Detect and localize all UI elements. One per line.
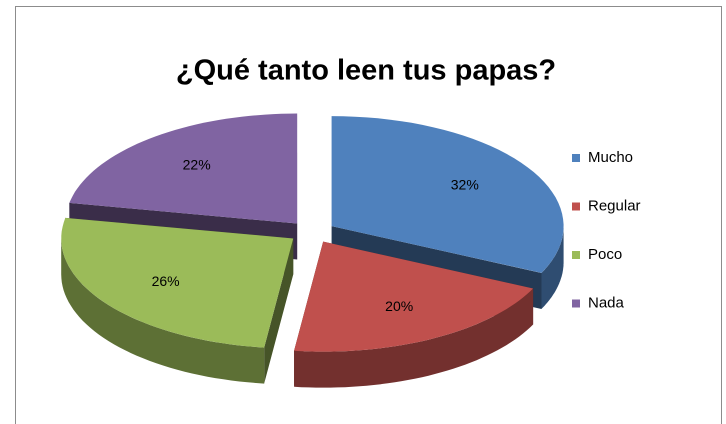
- slice: [69, 113, 298, 224]
- legend-swatch: [572, 299, 580, 308]
- slice-wall: [541, 226, 564, 309]
- legend-label: Poco: [588, 246, 622, 263]
- legend-label: Regular: [588, 197, 641, 214]
- slice-wall: [294, 288, 534, 388]
- slice-side: [264, 238, 294, 384]
- data-label: 32%: [451, 177, 479, 193]
- slice-wall: [61, 238, 265, 384]
- legend-swatch: [572, 202, 580, 211]
- slice: [61, 217, 294, 348]
- legend-label: Nada: [588, 294, 625, 311]
- data-label: 20%: [385, 298, 413, 314]
- data-label: 26%: [152, 273, 180, 289]
- slice: [331, 116, 564, 273]
- chart-title: ¿Qué tanto leen tus papas?: [176, 55, 556, 87]
- legend-swatch: [572, 251, 580, 259]
- legend-label: Mucho: [588, 149, 633, 166]
- data-label: 22%: [183, 157, 211, 173]
- slice: [294, 241, 534, 352]
- legend-swatch: [572, 154, 580, 162]
